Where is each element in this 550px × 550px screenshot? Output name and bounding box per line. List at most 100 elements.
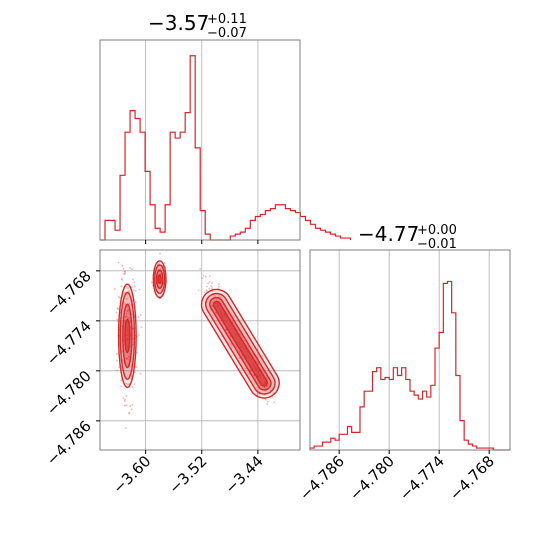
scatter-point — [134, 289, 137, 292]
scatter-point — [123, 404, 126, 407]
scatter-point — [250, 370, 252, 373]
scatter-point — [127, 287, 129, 289]
x-tick-label: −3.52 — [165, 452, 210, 497]
scatter-point — [267, 383, 270, 386]
scatter-point — [207, 282, 210, 285]
scatter-point — [116, 318, 119, 321]
contour-line — [124, 318, 131, 354]
scatter-point — [208, 280, 211, 283]
scatter-point — [115, 353, 118, 355]
x-tick-label: −3.44 — [221, 452, 266, 497]
scatter-point — [123, 291, 126, 294]
scatter-point — [121, 277, 123, 280]
joint-frame — [99, 249, 301, 451]
scatter-point — [132, 337, 134, 340]
scatter-point — [125, 316, 128, 319]
scatter-point — [123, 271, 126, 273]
y-title-minus: −0.01 — [417, 237, 457, 252]
scatter-point — [129, 405, 132, 408]
scatter-point — [266, 376, 269, 379]
scatter-point — [129, 267, 131, 269]
scatter-point — [119, 296, 121, 299]
scatter-point — [160, 288, 163, 291]
scatter-point — [125, 315, 128, 318]
scatter-point — [249, 368, 252, 371]
scatter-point — [136, 351, 138, 354]
scatter-point — [121, 359, 124, 362]
scatter-point — [204, 275, 207, 278]
scatter-point — [116, 369, 119, 372]
scatter-point — [126, 357, 129, 359]
scatter-point — [113, 288, 116, 290]
scatter-point — [240, 355, 243, 357]
scatter-point — [128, 356, 131, 359]
scatter-point — [125, 357, 128, 360]
scatter-point — [128, 316, 131, 319]
scatter-point — [137, 316, 140, 319]
scatter-point — [232, 315, 235, 318]
scatter-point — [131, 403, 134, 406]
contour-line — [204, 292, 276, 395]
contour-line — [122, 303, 133, 369]
y-marginal-ticks: −4.786−4.780−4.774−4.768 — [296, 450, 498, 504]
scatter-point — [129, 377, 132, 380]
scatter-point — [133, 281, 136, 284]
scatter-point — [217, 283, 220, 286]
scatter-point — [117, 261, 120, 264]
y-tick-label: −4.780 — [43, 367, 95, 419]
density-fill — [213, 301, 268, 387]
scatter-point — [131, 386, 134, 388]
scatter-point — [124, 272, 127, 275]
scatter-point — [218, 295, 220, 298]
scatter-point — [158, 262, 161, 264]
scatter-point — [127, 383, 129, 386]
contour-line — [209, 296, 272, 391]
scatter-point — [120, 285, 123, 288]
scatter-point — [116, 359, 118, 362]
scatter-point — [132, 289, 135, 291]
contour-line — [117, 283, 137, 389]
scatter-point — [123, 399, 126, 402]
scatter-point — [121, 278, 123, 281]
scatter-point — [212, 314, 214, 317]
scatter-point — [118, 366, 121, 369]
scatter-point — [199, 267, 202, 270]
scatter-point — [211, 282, 213, 284]
density-fill — [124, 319, 130, 353]
scatter-point — [128, 353, 131, 356]
scatter-point — [125, 382, 128, 385]
scatter-point — [137, 334, 140, 337]
scatter-point — [197, 289, 200, 292]
scatter-point — [230, 343, 232, 345]
scatter-point — [139, 372, 142, 375]
scatter-point — [238, 350, 240, 353]
scatter-point — [123, 320, 126, 323]
y-marginal-histogram — [309, 280, 510, 451]
scatter-point — [211, 304, 214, 307]
contour-line — [200, 288, 280, 399]
scatter-point — [264, 398, 267, 401]
scatter-point — [126, 358, 129, 360]
y-marginal-title: −4.77 +0.00 −0.01 — [358, 222, 457, 252]
scatter-point — [235, 345, 238, 348]
scatter-point — [125, 285, 128, 288]
scatter-point — [266, 403, 269, 405]
scatter-point — [124, 303, 127, 306]
scatter-point — [120, 379, 123, 382]
y-marginal-frame — [309, 249, 511, 451]
scatter-point — [117, 308, 119, 310]
scatter-point — [125, 404, 128, 407]
x-title-minus: −0.07 — [207, 26, 247, 41]
scatter-point — [257, 356, 260, 359]
scatter-point — [133, 285, 136, 288]
scatter-point — [210, 305, 213, 308]
scatter-point — [124, 398, 127, 401]
x-tick-label: −4.780 — [346, 452, 398, 504]
scatter-point — [208, 287, 211, 290]
scatter-point — [205, 289, 208, 292]
x-title-median: −3.57 — [148, 11, 209, 35]
scatter-point — [256, 392, 259, 395]
scatter-point — [158, 297, 161, 300]
scatter-point — [150, 281, 153, 284]
x-marginal-frame — [99, 39, 301, 241]
